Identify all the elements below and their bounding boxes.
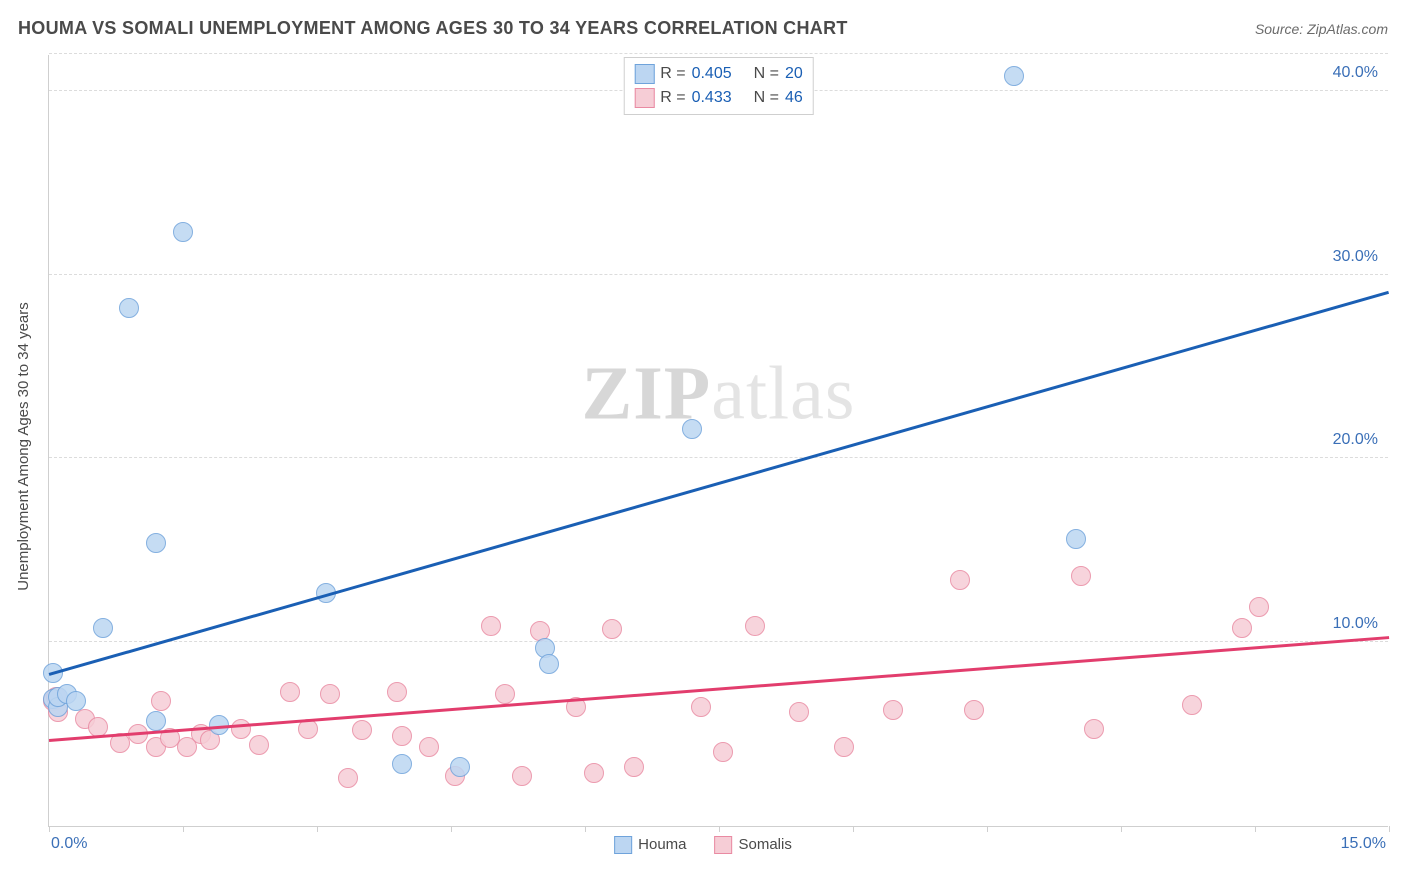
x-tick-label: 15.0% <box>1341 835 1386 853</box>
point-houma <box>119 298 139 318</box>
point-somalis <box>481 616 501 636</box>
point-somalis <box>1232 618 1252 638</box>
point-somalis <box>950 570 970 590</box>
legend-item-somalis: Somalis <box>715 836 792 854</box>
point-houma <box>682 419 702 439</box>
point-somalis <box>691 697 711 717</box>
trend-line <box>49 636 1389 741</box>
swatch-icon <box>634 64 654 84</box>
r-value: 0.433 <box>692 86 732 110</box>
x-tick <box>451 826 452 832</box>
x-tick <box>987 826 988 832</box>
y-tick-label: 40.0% <box>1331 64 1380 82</box>
y-tick-label: 10.0% <box>1331 615 1380 633</box>
point-houma <box>1066 529 1086 549</box>
point-somalis <box>789 702 809 722</box>
y-tick-label: 20.0% <box>1331 431 1380 449</box>
point-somalis <box>964 700 984 720</box>
point-somalis <box>602 619 622 639</box>
stats-legend-row: R = 0.433 N =46 <box>634 86 803 110</box>
point-somalis <box>834 737 854 757</box>
n-label: N = <box>754 86 779 110</box>
x-tick <box>1255 826 1256 832</box>
point-somalis <box>1249 597 1269 617</box>
point-houma <box>539 654 559 674</box>
point-somalis <box>495 684 515 704</box>
chart-title: HOUMA VS SOMALI UNEMPLOYMENT AMONG AGES … <box>18 18 848 39</box>
point-somalis <box>883 700 903 720</box>
trend-line <box>49 291 1390 676</box>
y-axis-label: Unemployment Among Ages 30 to 34 years <box>15 302 32 591</box>
point-houma <box>392 754 412 774</box>
scatter-plot: ZIPatlas R = 0.405 N =20 R = 0.433 N =46 10.0… <box>48 55 1388 827</box>
point-somalis <box>713 742 733 762</box>
series-legend: Houma Somalis <box>614 836 792 854</box>
x-tick <box>719 826 720 832</box>
point-somalis <box>280 682 300 702</box>
legend-item-houma: Houma <box>614 836 686 854</box>
point-houma <box>66 691 86 711</box>
x-tick <box>585 826 586 832</box>
x-tick <box>1389 826 1390 832</box>
point-houma <box>1004 66 1024 86</box>
source-label: Source: ZipAtlas.com <box>1255 21 1388 37</box>
point-houma <box>93 618 113 638</box>
point-somalis <box>151 691 171 711</box>
n-label: N = <box>754 62 779 86</box>
point-somalis <box>624 757 644 777</box>
point-somalis <box>352 720 372 740</box>
x-tick <box>183 826 184 832</box>
y-tick-label: 30.0% <box>1331 248 1380 266</box>
stats-legend-row: R = 0.405 N =20 <box>634 62 803 86</box>
r-value: 0.405 <box>692 62 732 86</box>
point-houma <box>450 757 470 777</box>
point-somalis <box>1071 566 1091 586</box>
stats-legend: R = 0.405 N =20 R = 0.433 N =46 <box>623 57 814 115</box>
point-somalis <box>1182 695 1202 715</box>
point-somalis <box>320 684 340 704</box>
point-somalis <box>249 735 269 755</box>
point-somalis <box>419 737 439 757</box>
gridline <box>49 641 1388 642</box>
point-somalis <box>584 763 604 783</box>
x-tick <box>49 826 50 832</box>
swatch-icon <box>715 836 733 854</box>
point-houma <box>173 222 193 242</box>
x-tick <box>317 826 318 832</box>
x-tick <box>853 826 854 832</box>
point-somalis <box>512 766 532 786</box>
swatch-icon <box>614 836 632 854</box>
point-somalis <box>338 768 358 788</box>
r-label: R = <box>660 62 685 86</box>
x-tick-label: 0.0% <box>51 835 87 853</box>
x-tick <box>1121 826 1122 832</box>
n-value: 46 <box>785 86 803 110</box>
n-value: 20 <box>785 62 803 86</box>
gridline <box>49 457 1388 458</box>
r-label: R = <box>660 86 685 110</box>
point-somalis <box>745 616 765 636</box>
point-somalis <box>1084 719 1104 739</box>
gridline <box>49 274 1388 275</box>
watermark: ZIPatlas <box>582 351 856 438</box>
gridline <box>49 53 1388 54</box>
point-somalis <box>392 726 412 746</box>
point-somalis <box>387 682 407 702</box>
point-houma <box>146 711 166 731</box>
point-houma <box>146 533 166 553</box>
swatch-icon <box>634 88 654 108</box>
point-somalis <box>231 719 251 739</box>
